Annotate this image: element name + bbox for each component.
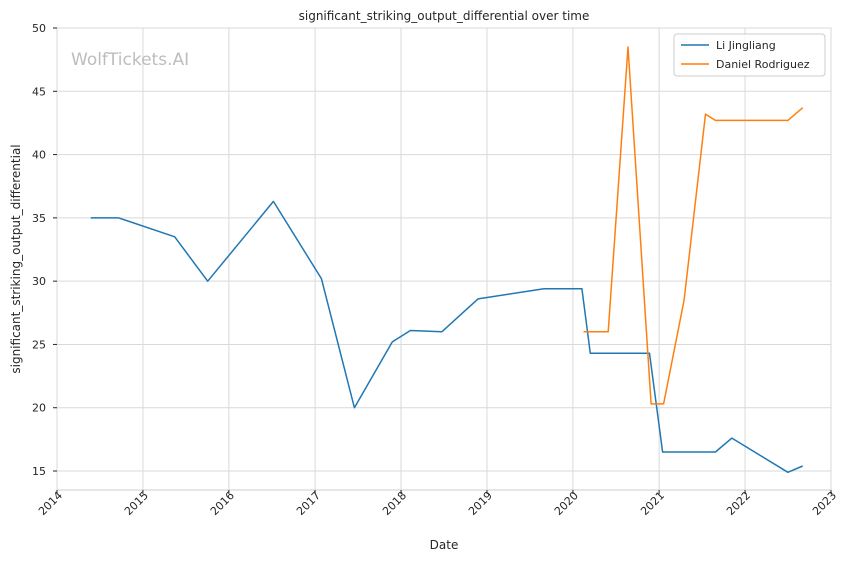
x-tick-label: 2022 (724, 489, 753, 518)
series-line-li-jingliang (90, 200, 803, 474)
y-tick-label: 30 (32, 275, 46, 288)
x-tick-label: 2019 (466, 489, 495, 518)
y-tick-label: 15 (32, 465, 46, 478)
x-tick-label: 2023 (810, 489, 839, 518)
x-tick-label: 2014 (36, 489, 65, 518)
x-tick-label: 2016 (208, 489, 237, 518)
y-tick-label: 35 (32, 212, 46, 225)
y-tick-label: 45 (32, 85, 46, 98)
legend-box (673, 33, 826, 77)
x-tick-label: 2017 (294, 489, 323, 518)
y-axis-title: significant_striking_output_differential (9, 144, 23, 373)
plot-area (56, 27, 832, 491)
y-tick-label: 25 (32, 338, 46, 351)
x-tick-label: 2021 (638, 489, 667, 518)
legend-label-daniel-rodriguez: Daniel Rodriguez (716, 58, 810, 71)
series-layer (90, 46, 804, 474)
series-line-daniel-rodriguez (583, 46, 804, 405)
x-tick-label: 2015 (122, 489, 151, 518)
x-tick-label: 2018 (380, 489, 409, 518)
x-tick-label: 2020 (552, 489, 581, 518)
grid (56, 27, 832, 490)
legend-label-li-jingliang: Li Jingliang (716, 39, 776, 52)
legend: Li Jingliang Daniel Rodriguez (673, 33, 826, 77)
y-tick-label: 50 (32, 22, 46, 35)
y-tick-label: 40 (32, 149, 46, 162)
watermark: WolfTickets.AI (71, 50, 189, 70)
chart-title: significant_striking_output_differential… (299, 9, 590, 23)
y-tick-label: 20 (32, 402, 46, 415)
x-axis-title: Date (430, 538, 459, 552)
